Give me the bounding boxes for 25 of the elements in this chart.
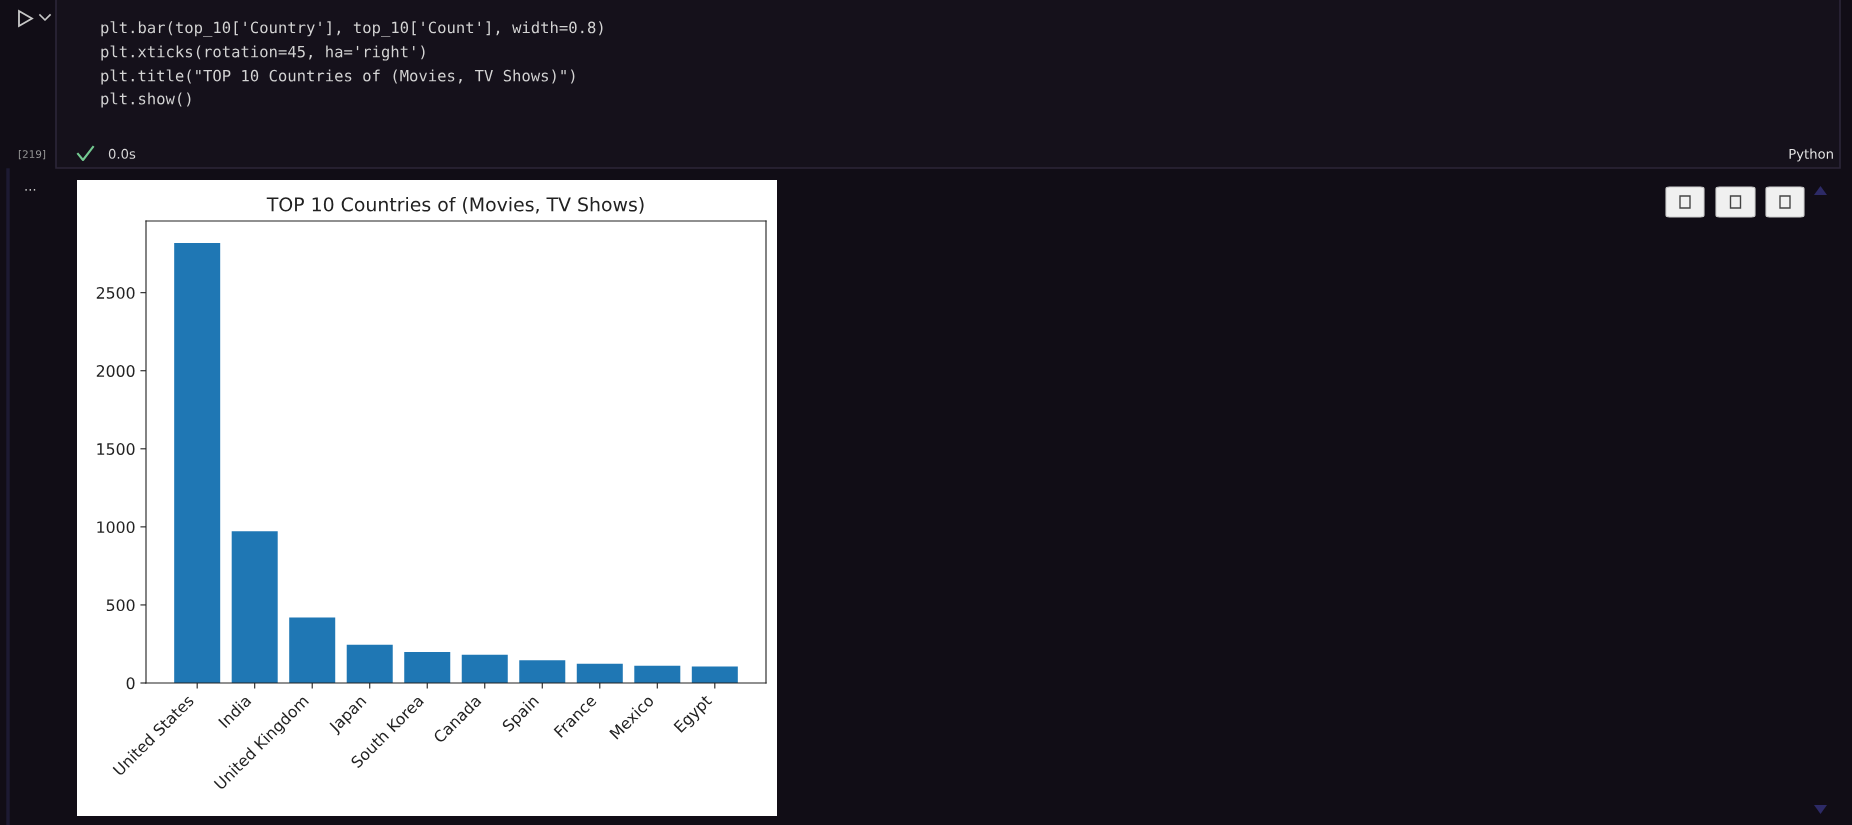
text: plt.show() <box>101 92 191 108</box>
text: plt.title("TOP 10 Countries of (Movies, TV Shows)") <box>101 69 575 85</box>
chart-title: TOP 10 Countries of (Movies, TV Shows) <box>266 196 644 214</box>
y-tick-label: 2000 <box>96 365 135 377</box>
text: plt.xticks(rotation=45, ha='right') <box>101 45 425 61</box>
y-tick-label: 2500 <box>96 286 135 299</box>
bar <box>576 663 623 683</box>
text: 0.0s <box>108 148 136 159</box>
bar <box>231 531 278 683</box>
text: ... <box>25 189 36 191</box>
y-tick-label: 1000 <box>97 521 135 534</box>
y-tick-label: 500 <box>106 599 135 612</box>
bar <box>289 617 336 683</box>
bar <box>174 243 221 683</box>
text: Python <box>1789 148 1833 162</box>
bar <box>519 660 566 683</box>
y-tick-label: 1500 <box>97 443 135 455</box>
text: [219] <box>18 149 46 160</box>
bar <box>346 644 393 683</box>
bar <box>691 666 738 683</box>
y-tick-label: 0 <box>126 677 135 690</box>
bar <box>404 651 451 683</box>
bar <box>461 654 508 683</box>
bar <box>634 665 681 683</box>
text: plt.bar(top_10['Country'], top_10['Count'], width=0.8) <box>101 21 603 37</box>
